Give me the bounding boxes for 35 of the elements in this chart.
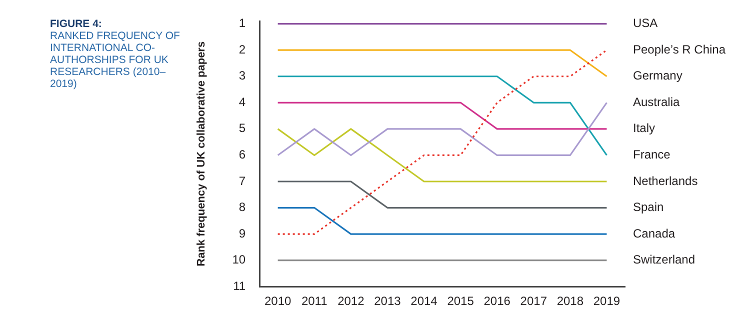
y-tick-label: 9 (238, 226, 246, 240)
y-tick-label: 7 (238, 174, 246, 188)
text: RANKED FREQUENCY OF INTERNATIONAL CO-AUTHORSHIPS FOR UK RESEARCHERS (2010–2019) (50, 30, 180, 90)
text: Canada (633, 226, 676, 240)
text: Italy (633, 121, 656, 136)
x-tick-label: 2012 (338, 294, 365, 308)
text: USA (633, 16, 658, 30)
y-tick-label: 11 (233, 278, 246, 293)
x-tick-label: 2017 (520, 294, 548, 308)
x-tick-label: 2019 (593, 294, 620, 308)
x-tick-label: 2016 (484, 294, 511, 308)
x-tick-label: 2011 (301, 294, 328, 308)
y-tick-label: 5 (238, 121, 246, 136)
text: Netherlands (633, 174, 698, 188)
y-axis-title: Rank frequency of UK collaborative papers (196, 41, 208, 266)
x-tick-label: 2010 (264, 294, 292, 308)
y-tick-label: 3 (238, 68, 246, 83)
text: People’s R China (633, 42, 726, 56)
y-tick-label: 10 (232, 252, 246, 267)
text: Spain (633, 200, 664, 214)
x-tick-label: 2014 (410, 294, 438, 308)
text: Germany (633, 68, 682, 83)
line-series (277, 49, 608, 235)
x-tick-label: 2013 (374, 294, 402, 308)
text: France (633, 148, 671, 162)
y-tick-label: 8 (238, 200, 246, 214)
text: Australia (633, 94, 680, 109)
x-tick-label: 2018 (556, 294, 584, 308)
text: FIGURE 4: (50, 18, 103, 30)
y-tick-label: 2 (238, 42, 246, 56)
y-tick-label: 1 (238, 16, 246, 30)
text: Switzerland (633, 252, 696, 267)
y-tick-label: 4 (238, 94, 246, 109)
x-tick-label: 2015 (447, 294, 474, 308)
y-tick-label: 6 (238, 148, 246, 162)
